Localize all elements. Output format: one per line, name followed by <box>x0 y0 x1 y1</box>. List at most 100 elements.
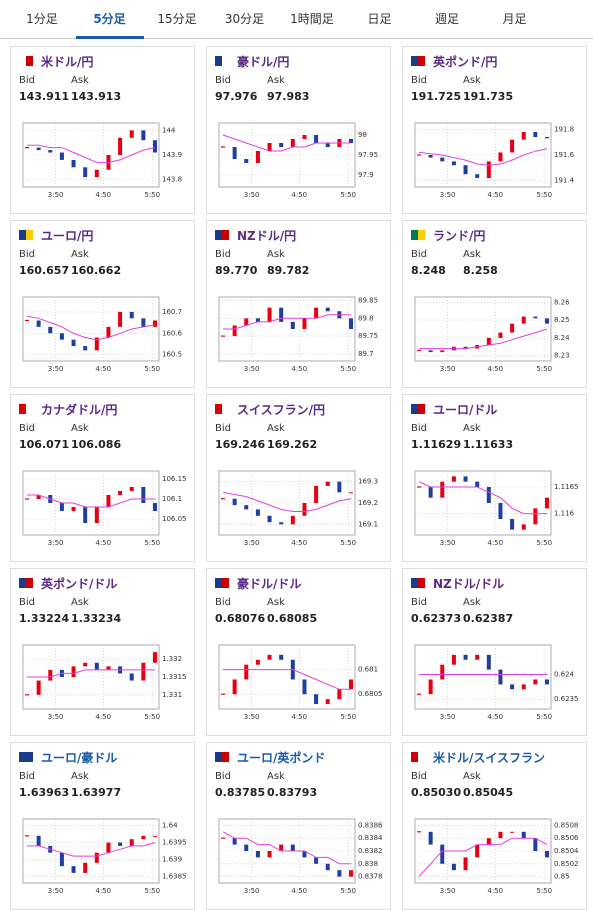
pair-title[interactable]: スイスフラン/円 <box>237 403 326 417</box>
pair-title[interactable]: 米ドル/円 <box>41 55 94 69</box>
x-tick-label: 4:50 <box>291 887 307 895</box>
x-tick-label: 4:50 <box>95 365 111 373</box>
candle <box>267 654 272 660</box>
pair-title[interactable]: 豪ドル/ドル <box>237 577 302 591</box>
pair-card[interactable]: 英ポンド/円 Bid Ask 191.725 191.735 191.4 191.6 191.… <box>402 46 587 214</box>
candle <box>486 161 491 179</box>
candle <box>486 654 491 670</box>
candle <box>486 487 491 503</box>
tab[interactable]: 15分足 <box>157 12 197 26</box>
candle <box>267 515 272 523</box>
mini-chart: 191.4 191.6 191.8 3:50 4:50 5:50 <box>414 122 575 199</box>
pair-title[interactable]: NZドル/ドル <box>433 577 505 591</box>
mini-chart: 143.8 143.9 144 3:50 4:50 5:50 <box>22 122 182 199</box>
candle <box>463 654 468 660</box>
ask-label: Ask <box>463 249 481 260</box>
tab[interactable]: 月足 <box>502 12 527 26</box>
candle <box>349 870 353 877</box>
pair-card[interactable]: スイスフラン/円 Bid Ask 169.246 169.262 169.1 169.2 16… <box>206 394 391 562</box>
candle <box>451 863 456 871</box>
pair-card[interactable]: NZドル/ドル Bid Ask 0.62373 0.62387 0.6235 0.624 3:… <box>402 568 587 736</box>
candle <box>428 487 433 498</box>
pair-card[interactable]: 豪ドル/ドル Bid Ask 0.68076 0.68085 0.6805 0.681 3:5… <box>206 568 391 736</box>
y-tick-label: 0.8508 <box>554 821 579 829</box>
pair-card[interactable]: 米ドル/スイスフラン Bid Ask 0.85030 0.85045 0.85 0.8502… <box>402 742 587 910</box>
plot-frame <box>414 470 552 536</box>
mini-chart: 0.6805 0.681 3:50 4:50 5:50 <box>218 644 383 721</box>
bid-label: Bid <box>215 771 231 782</box>
tab[interactable]: 週足 <box>434 12 459 26</box>
y-tick-label: 1.331 <box>162 691 182 699</box>
y-tick-label: 97.95 <box>358 151 378 159</box>
pair-card[interactable]: 米ドル/円 Bid Ask 143.911 143.913 143.8 143.9 144 3:… <box>10 46 195 214</box>
candle <box>463 346 468 349</box>
pair-card[interactable]: ユーロ/英ポンド Bid Ask 0.83785 0.83793 0.8378 0.838 0… <box>206 742 391 910</box>
plot-frame <box>414 296 552 362</box>
pair-card[interactable]: ユーロ/豪ドル Bid Ask 1.63963 1.63977 1.6385 1.639 1.… <box>10 742 195 910</box>
candle <box>463 476 468 482</box>
candle <box>141 662 146 681</box>
candle <box>83 167 88 178</box>
pair-title[interactable]: 英ポンド/ドル <box>41 577 118 591</box>
y-tick-label: 106.05 <box>162 515 187 523</box>
moving-average <box>27 842 156 857</box>
x-tick-label: 5:50 <box>536 887 552 895</box>
y-tick-label: 1.639 <box>162 855 182 863</box>
pair-card[interactable]: 豪ドル/円 Bid Ask 97.976 97.983 97.9 97.95 98 3:50 4:… <box>206 46 391 214</box>
tab[interactable]: 5分足 <box>75 0 144 39</box>
x-tick-label: 3:50 <box>244 713 260 721</box>
x-tick-label: 5:50 <box>536 539 552 547</box>
candle <box>71 339 76 347</box>
pair-card[interactable]: カナダドル/円 Bid Ask 106.071 106.086 106.05 106.1 10… <box>10 394 195 562</box>
y-tick-label: 1.332 <box>162 655 182 663</box>
candle <box>59 503 64 511</box>
pair-card[interactable]: ユーロ/ドル Bid Ask 1.11629 1.11633 1.116 1.1165 3:5… <box>402 394 587 562</box>
candle <box>545 679 549 685</box>
ask-value: 160.662 <box>71 264 122 277</box>
mini-chart: 1.116 1.1165 3:50 4:50 5:50 <box>414 470 579 547</box>
candle <box>153 652 157 663</box>
flag-icon <box>411 56 425 66</box>
pair-title[interactable]: ユーロ/円 <box>41 229 94 243</box>
tab[interactable]: 1分足 <box>26 12 58 26</box>
bid-label: Bid <box>411 597 427 608</box>
ask-value: 0.68085 <box>267 612 318 625</box>
pair-title[interactable]: NZドル/円 <box>237 229 297 243</box>
candle <box>533 316 538 319</box>
candle <box>533 679 538 685</box>
y-tick-label: 1.3315 <box>162 673 187 681</box>
tab[interactable]: 日足 <box>367 12 392 26</box>
candle <box>267 851 272 858</box>
candle <box>232 679 237 695</box>
pair-title[interactable]: 豪ドル/円 <box>237 55 290 69</box>
pair-title[interactable]: カナダドル/円 <box>41 403 118 417</box>
candle <box>521 316 526 324</box>
pair-title[interactable]: 英ポンド/円 <box>433 55 498 69</box>
pair-card[interactable]: NZドル/円 Bid Ask 89.770 89.782 89.7 89.75 89.8 89.… <box>206 220 391 388</box>
candle <box>428 350 433 353</box>
pair-card[interactable]: ランド/円 Bid Ask 8.248 8.258 8.23 8.24 8.25 8.26 3:5… <box>402 220 587 388</box>
ask-label: Ask <box>71 75 89 86</box>
mini-chart: 1.6385 1.639 1.6395 1.64 3:50 4:50 5:50 <box>22 818 187 895</box>
pair-title[interactable]: ランド/円 <box>433 229 486 243</box>
bid-label: Bid <box>19 771 35 782</box>
candle <box>279 522 284 525</box>
y-tick-label: 8.24 <box>554 334 570 342</box>
pair-title[interactable]: ユーロ/豪ドル <box>41 751 118 765</box>
candle <box>533 131 538 138</box>
x-tick-label: 5:50 <box>144 539 160 547</box>
candle <box>83 507 88 523</box>
candle <box>314 307 319 319</box>
pair-title[interactable]: ユーロ/ドル <box>433 403 498 417</box>
tab[interactable]: 1時間足 <box>290 12 334 26</box>
pair-title[interactable]: 米ドル/スイスフラン <box>433 751 546 765</box>
candle <box>349 679 353 690</box>
tab[interactable]: 30分足 <box>224 12 265 26</box>
x-tick-label: 5:50 <box>340 887 356 895</box>
y-tick-label: 0.8384 <box>358 834 383 842</box>
flag-icon <box>411 230 425 240</box>
flag-icon <box>411 752 425 762</box>
pair-title[interactable]: ユーロ/英ポンド <box>237 751 326 765</box>
pair-card[interactable]: ユーロ/円 Bid Ask 160.657 160.662 160.5 160.6 160.7… <box>10 220 195 388</box>
pair-card[interactable]: 英ポンド/ドル Bid Ask 1.33224 1.33234 1.331 1.3315 1.… <box>10 568 195 736</box>
